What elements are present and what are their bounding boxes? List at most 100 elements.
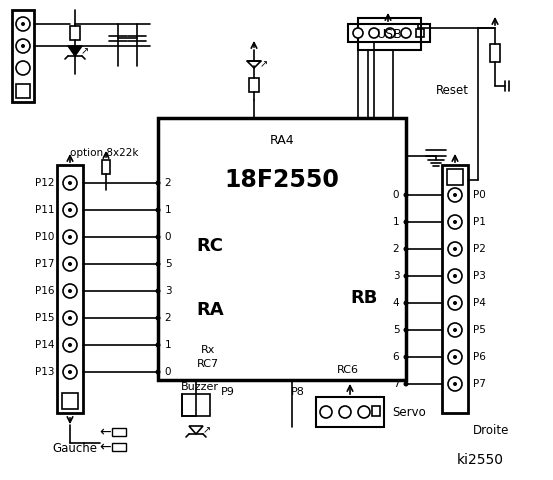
- Bar: [358, 18, 421, 50]
- Text: ki2550: ki2550: [456, 453, 503, 467]
- Circle shape: [369, 28, 379, 38]
- Circle shape: [21, 44, 25, 48]
- Circle shape: [155, 180, 160, 185]
- Circle shape: [448, 377, 462, 391]
- Circle shape: [404, 219, 409, 225]
- Circle shape: [63, 230, 77, 244]
- Text: Servo: Servo: [392, 406, 426, 419]
- Circle shape: [448, 242, 462, 256]
- Circle shape: [339, 406, 351, 418]
- Text: 2: 2: [165, 178, 171, 188]
- Circle shape: [63, 284, 77, 298]
- Bar: [249, 78, 259, 92]
- Bar: [372, 406, 380, 416]
- Text: USB: USB: [377, 27, 403, 40]
- Text: 7: 7: [393, 379, 399, 389]
- Circle shape: [453, 274, 457, 278]
- Circle shape: [453, 355, 457, 359]
- Text: P12: P12: [34, 178, 54, 188]
- Text: Reset: Reset: [436, 84, 468, 96]
- Circle shape: [453, 193, 457, 197]
- Circle shape: [448, 215, 462, 229]
- Circle shape: [68, 343, 72, 347]
- Text: P8: P8: [291, 387, 305, 397]
- Text: P15: P15: [34, 313, 54, 323]
- Text: 1: 1: [165, 340, 171, 350]
- Circle shape: [155, 262, 160, 266]
- Polygon shape: [189, 426, 203, 434]
- Bar: [442, 165, 468, 413]
- Bar: [182, 394, 210, 416]
- Circle shape: [453, 301, 457, 305]
- Polygon shape: [68, 46, 82, 56]
- Text: ←: ←: [99, 440, 111, 454]
- Text: P14: P14: [34, 340, 54, 350]
- Text: P3: P3: [473, 271, 486, 281]
- Circle shape: [68, 370, 72, 374]
- Bar: [490, 44, 500, 62]
- Text: 1: 1: [165, 205, 171, 215]
- Text: P0: P0: [473, 190, 486, 200]
- Circle shape: [63, 203, 77, 217]
- Text: RC7: RC7: [197, 359, 219, 369]
- Text: P10: P10: [35, 232, 54, 242]
- Text: RA: RA: [196, 301, 224, 319]
- Circle shape: [63, 257, 77, 271]
- Bar: [12, 10, 34, 102]
- Polygon shape: [247, 61, 261, 68]
- Text: 3: 3: [165, 286, 171, 296]
- Circle shape: [404, 355, 409, 360]
- Text: 3: 3: [393, 271, 399, 281]
- Circle shape: [448, 323, 462, 337]
- Text: RC6: RC6: [337, 365, 359, 375]
- Text: ↗: ↗: [260, 59, 268, 69]
- Text: 5: 5: [165, 259, 171, 269]
- Text: P2: P2: [473, 244, 486, 254]
- Text: 4: 4: [393, 298, 399, 308]
- Circle shape: [68, 316, 72, 320]
- Circle shape: [404, 247, 409, 252]
- Text: 0: 0: [165, 367, 171, 377]
- Text: P1: P1: [473, 217, 486, 227]
- Text: P16: P16: [34, 286, 54, 296]
- Circle shape: [68, 262, 72, 266]
- Text: Rx: Rx: [201, 345, 215, 355]
- Bar: [16, 84, 30, 98]
- Circle shape: [404, 300, 409, 305]
- Bar: [416, 29, 424, 37]
- Text: ←: ←: [99, 425, 111, 439]
- Circle shape: [453, 220, 457, 224]
- Circle shape: [21, 22, 25, 26]
- Text: 2: 2: [393, 244, 399, 254]
- Text: 5: 5: [393, 325, 399, 335]
- Circle shape: [63, 176, 77, 190]
- Text: P6: P6: [473, 352, 486, 362]
- Text: 0: 0: [165, 232, 171, 242]
- Bar: [112, 428, 126, 436]
- Text: ↗: ↗: [81, 46, 89, 56]
- Text: RC: RC: [196, 237, 223, 255]
- Circle shape: [320, 406, 332, 418]
- Text: ↗: ↗: [203, 425, 211, 435]
- Circle shape: [385, 28, 395, 38]
- Text: option 8x22k: option 8x22k: [70, 148, 138, 158]
- Circle shape: [68, 289, 72, 293]
- Bar: [102, 160, 110, 174]
- Circle shape: [155, 235, 160, 240]
- Circle shape: [68, 235, 72, 239]
- Circle shape: [448, 188, 462, 202]
- Circle shape: [63, 365, 77, 379]
- Circle shape: [16, 17, 30, 31]
- Text: P17: P17: [34, 259, 54, 269]
- Text: P13: P13: [34, 367, 54, 377]
- Text: RB: RB: [350, 289, 378, 307]
- Bar: [57, 165, 83, 413]
- Text: P7: P7: [473, 379, 486, 389]
- Bar: [158, 118, 406, 380]
- Circle shape: [155, 207, 160, 213]
- Text: 1: 1: [393, 217, 399, 227]
- Circle shape: [404, 382, 409, 386]
- Bar: [316, 397, 384, 427]
- Circle shape: [448, 296, 462, 310]
- Text: 6: 6: [393, 352, 399, 362]
